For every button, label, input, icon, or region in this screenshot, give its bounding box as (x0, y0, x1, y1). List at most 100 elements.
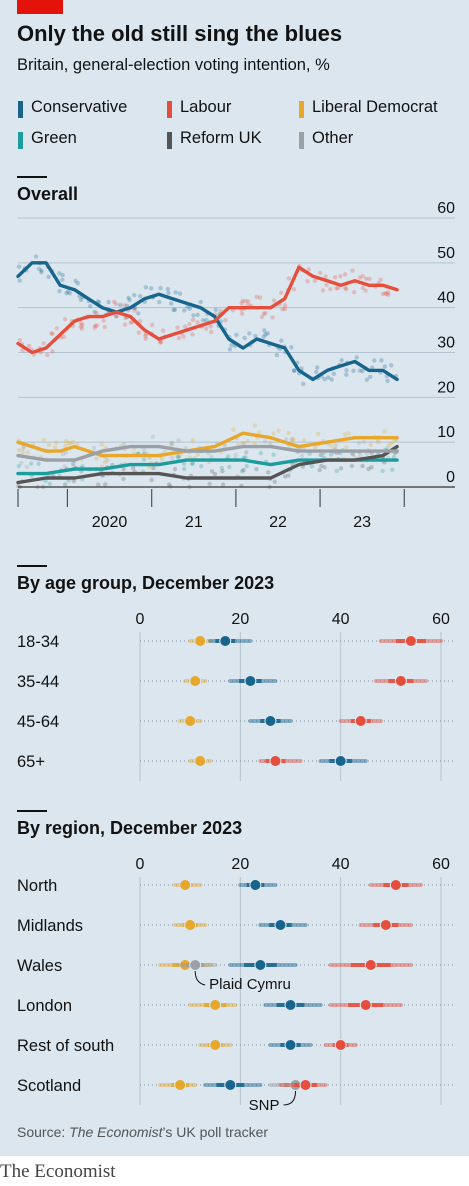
overall-poll-dot-conservative (92, 309, 97, 315)
overall-poll-dot-labour (246, 298, 251, 304)
region-point-labour (389, 879, 402, 891)
region-point-conservative (224, 1079, 237, 1091)
overall-poll-dot-reform-uk (350, 452, 356, 457)
overall-poll-dot-labour (78, 321, 84, 326)
overall-poll-dot-labour (312, 278, 317, 283)
overall-poll-dot-conservative (143, 285, 149, 290)
overall-poll-dot-other (262, 439, 268, 444)
overall-poll-dot-conservative (126, 295, 131, 301)
source-note: Source: The Economist’s UK poll tracker (17, 1124, 269, 1140)
overall-poll-dot-green (70, 461, 76, 466)
overall-poll-dot-conservative (263, 332, 268, 337)
overall-poll-dot-labour (190, 317, 196, 323)
overall-poll-dot-labour (223, 317, 228, 323)
overall-poll-dot-other (244, 450, 249, 456)
overall-poll-dot-conservative (242, 335, 247, 341)
region-point-labour (334, 1039, 347, 1051)
overall-poll-dot-liberal-democrat (160, 457, 165, 462)
overall-poll-dot-conservative (369, 365, 375, 370)
overall-y-tick-label: 20 (437, 379, 455, 396)
overall-poll-dot-conservative (354, 355, 359, 360)
section-title-region: By region, December 2023 (17, 818, 243, 838)
overall-poll-dot-labour (380, 291, 386, 297)
overall-poll-dot-conservative (367, 374, 373, 380)
overall-poll-dot-conservative (165, 286, 171, 292)
overall-poll-dot-green (141, 457, 147, 462)
region-row-label: Scotland (17, 1077, 81, 1095)
overall-poll-dot-conservative (33, 254, 39, 259)
overall-poll-dot-other (333, 442, 338, 448)
overall-poll-dot-conservative (75, 281, 80, 286)
overall-poll-dot-liberal-democrat (286, 430, 291, 436)
overall-poll-dot-labour (190, 332, 195, 337)
overall-poll-dot-liberal-democrat (231, 427, 236, 432)
overall-poll-dot-reform-uk (319, 463, 324, 469)
overall-poll-dot-labour (160, 328, 166, 333)
overall-poll-dot-green (29, 461, 34, 466)
overall-poll-dot-other (21, 446, 26, 451)
region-point-liberal-democrat (184, 919, 197, 931)
overall-poll-dot-liberal-democrat (63, 443, 68, 449)
overall-poll-dot-labour (208, 324, 214, 329)
overall-poll-dot-conservative (322, 376, 327, 382)
overall-poll-dot-labour (78, 324, 84, 329)
overall-poll-dot-other (121, 441, 127, 447)
overall-poll-dot-labour (344, 286, 349, 292)
overall-poll-dot-labour (181, 334, 186, 339)
overall-poll-dot-labour (360, 274, 365, 279)
overall-y-tick-label: 30 (437, 335, 455, 352)
age-point-labour (404, 635, 417, 647)
overall-poll-dot-reform-uk (220, 468, 225, 474)
overall-poll-dot-reform-uk (96, 482, 101, 487)
overall-poll-dot-other (356, 440, 362, 446)
overall-poll-dot-labour (270, 315, 275, 320)
overall-poll-dot-labour (45, 352, 50, 358)
overall-poll-dot-reform-uk (71, 478, 77, 484)
overall-poll-dot-conservative (213, 307, 218, 313)
overall-poll-dot-conservative (60, 277, 65, 283)
overall-poll-dot-reform-uk (130, 465, 136, 471)
overall-poll-dot-other (19, 460, 24, 466)
overall-poll-dot-reform-uk (266, 470, 271, 475)
overall-poll-dot-liberal-democrat (190, 437, 196, 443)
overall-poll-dot-conservative (195, 312, 200, 318)
overall-poll-dot-conservative (46, 274, 51, 280)
overall-poll-dot-labour (176, 335, 182, 341)
overall-poll-dot-reform-uk (322, 465, 327, 470)
chart-title: Only the old still sing the blues (17, 21, 343, 46)
overall-poll-dot-labour (101, 318, 106, 323)
age-x-tick-label: 0 (136, 611, 145, 628)
overall-poll-dot-green (239, 468, 245, 474)
overall-poll-dot-reform-uk (267, 484, 272, 490)
overall-poll-dot-labour (279, 290, 284, 295)
overall-poll-dot-other (268, 441, 273, 446)
region-callout-label-plaid-cymru: Plaid Cymru (209, 976, 291, 993)
overall-poll-dot-reform-uk (166, 482, 172, 487)
overall-poll-dot-other (244, 449, 249, 455)
overall-poll-dot-labour (61, 334, 66, 340)
overall-poll-dot-green (199, 464, 204, 469)
overall-poll-dot-liberal-democrat (66, 440, 71, 446)
overall-poll-dot-labour (49, 331, 54, 336)
overall-poll-dot-labour (382, 291, 388, 296)
overall-poll-dot-green (175, 454, 180, 459)
overall-poll-dot-liberal-democrat (53, 440, 59, 445)
overall-poll-dot-conservative (64, 291, 69, 296)
overall-series-line-conservative (16, 261, 399, 382)
region-point-labour (299, 1079, 312, 1091)
overall-poll-dot-conservative (344, 372, 349, 377)
overall-poll-dot-labour (332, 275, 338, 280)
overall-poll-dot-labour (343, 285, 348, 291)
overall-poll-dot-conservative (113, 313, 119, 319)
overall-poll-dot-conservative (385, 378, 390, 384)
overall-poll-dot-labour (338, 274, 343, 279)
legend-conservative: Conservative (31, 98, 128, 116)
overall-poll-dot-reform-uk (369, 464, 374, 470)
overall-poll-dot-conservative (158, 286, 163, 291)
overall-poll-dot-conservative (315, 365, 320, 370)
overall-poll-dot-labour (136, 330, 142, 335)
overall-poll-dot-conservative (360, 369, 365, 374)
overall-poll-dot-labour (122, 303, 127, 308)
overall-poll-dot-labour (378, 277, 383, 282)
overall-poll-dot-labour (367, 276, 372, 282)
